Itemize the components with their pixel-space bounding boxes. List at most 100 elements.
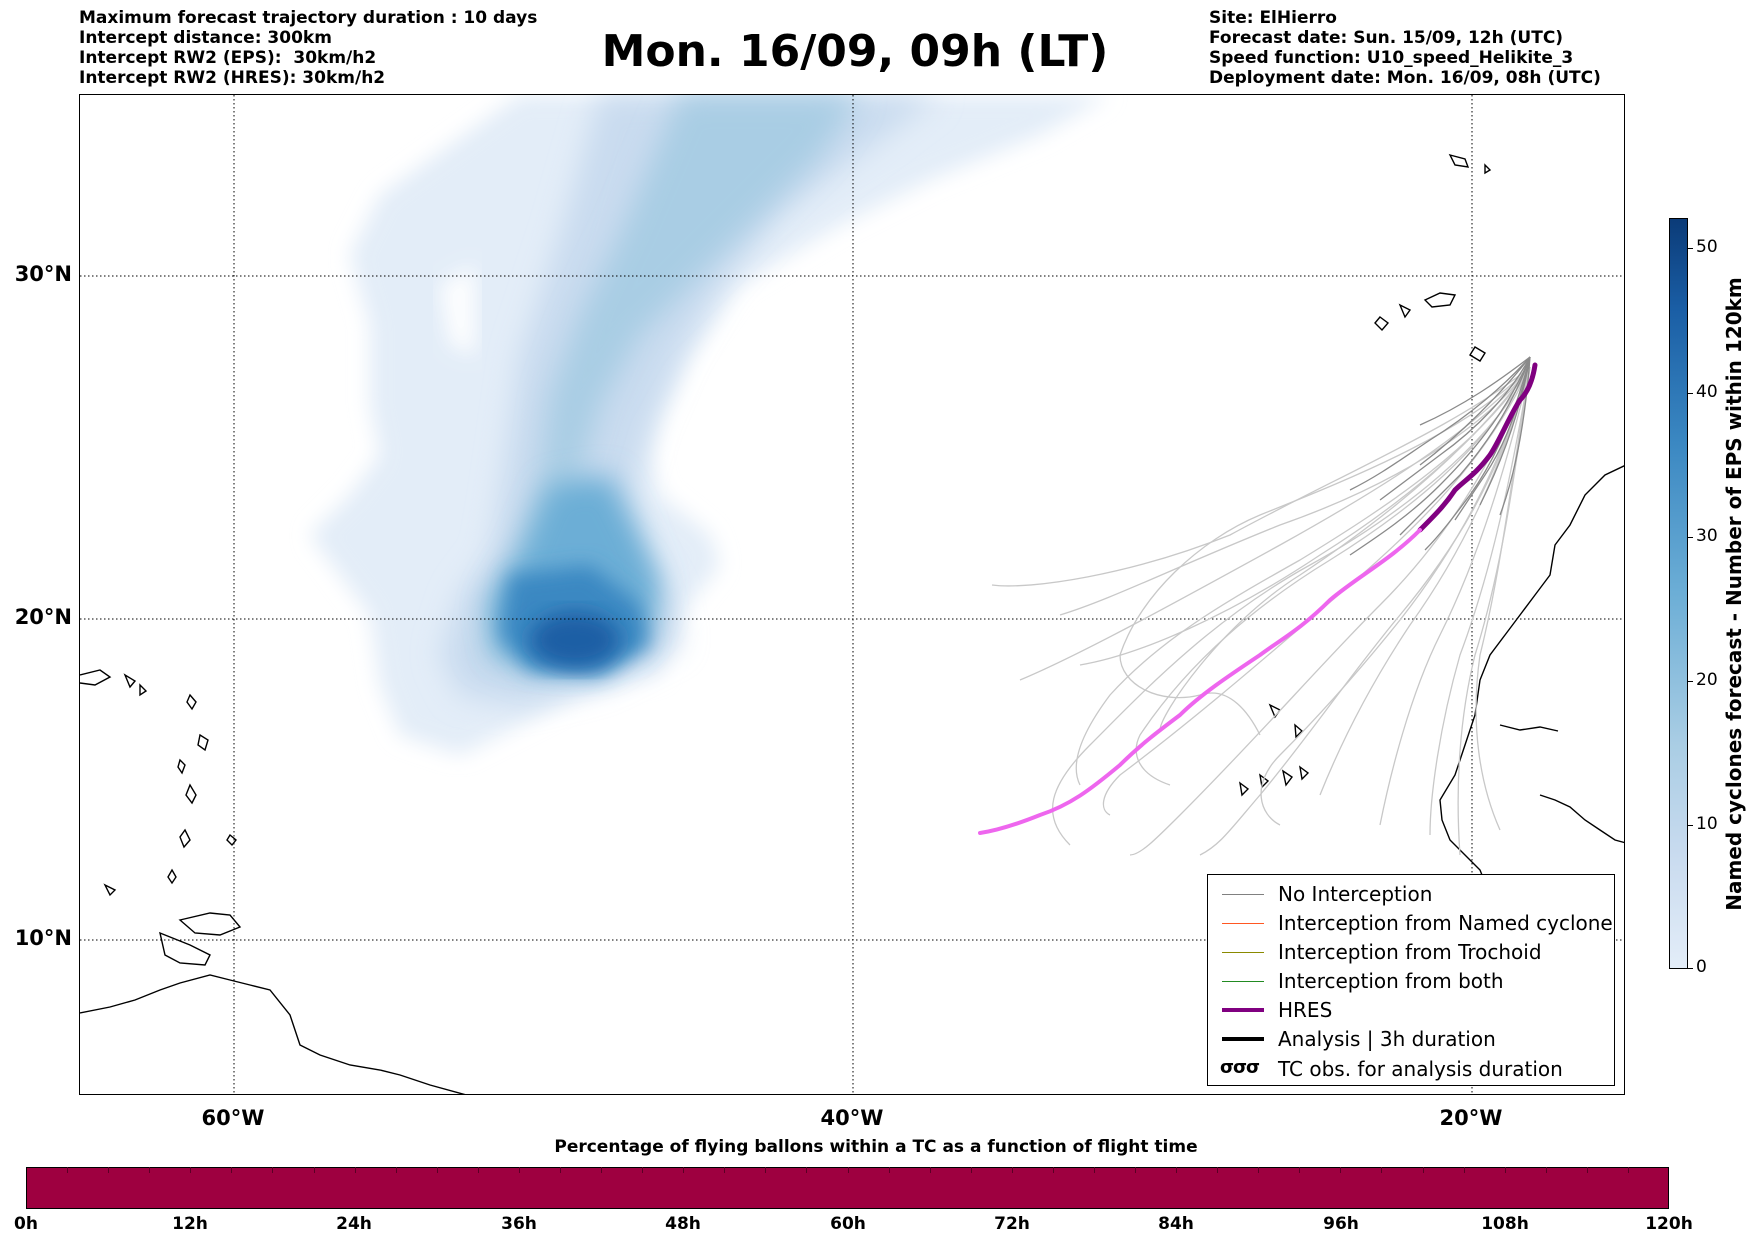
- header-intercept-hres: Intercept RW2 (HRES): 30km/h2: [79, 68, 386, 88]
- hres-trajectory: [978, 362, 1538, 835]
- header-intercept-distance: Intercept distance: 300km: [79, 28, 332, 48]
- colorbar-tick-0: 0: [1696, 957, 1707, 977]
- colorbar-tick-10: 10: [1696, 814, 1718, 834]
- timebar-minor-tick: [1258, 1167, 1260, 1173]
- header-forecast-date: Forecast date: Sun. 15/09, 12h (UTC): [1209, 28, 1564, 48]
- colorbar-tick-40: 40: [1696, 382, 1718, 402]
- timebar-minor-tick: [67, 1167, 69, 1173]
- timebar-minor-tick: [1586, 1167, 1588, 1173]
- timebar-title: Percentage of flying ballons within a TC…: [554, 1137, 1198, 1157]
- timebar-minor-tick: [1422, 1167, 1424, 1173]
- coast-west-africa-detail: [1539, 794, 1624, 844]
- timebar-minor-tick: [888, 1167, 890, 1173]
- timebar-minor-tick: [1299, 1167, 1301, 1173]
- coast-lesser-antilles-1: [186, 693, 197, 711]
- coast-venezuela-inlet: [159, 931, 211, 966]
- colorbar-tickmark: [1688, 825, 1693, 826]
- timebar-tick-36h: 36h: [501, 1214, 537, 1234]
- timebar-tick-24h: 24h: [336, 1214, 372, 1234]
- coast-grenada: [103, 883, 117, 897]
- density-colorbar: [1669, 218, 1688, 969]
- header-right-info: Site: ElHierro Forecast date: Sun. 15/09…: [1209, 8, 1601, 88]
- coast-gambia: [1499, 724, 1559, 732]
- timebar-minor-tick: [724, 1167, 726, 1173]
- timebar-tick-60h: 60h: [830, 1214, 866, 1234]
- legend-swatch-named-cyclone: [1222, 923, 1264, 924]
- timebar-minor-tick: [518, 1167, 520, 1173]
- density-hole-west: [440, 265, 475, 355]
- timebar-minor-tick: [1381, 1167, 1383, 1173]
- coast-south-america: [80, 974, 466, 1094]
- timebar-minor-tick: [1463, 1167, 1465, 1173]
- timebar-minor-tick: [395, 1167, 397, 1173]
- tc-obs-symbol-icon: σσσ: [1220, 1057, 1260, 1078]
- trajectory-bundle-dark: [1349, 356, 1531, 556]
- colorbar-tick-50: 50: [1696, 237, 1718, 257]
- legend-item-no-interception: No Interception: [1216, 881, 1608, 907]
- timebar-minor-tick: [765, 1167, 767, 1173]
- timebar: [26, 1167, 1669, 1209]
- page-title: Mon. 16/09, 09h (LT): [601, 26, 1109, 77]
- legend: No Interception Interception from Named …: [1207, 874, 1615, 1086]
- timebar-minor-tick: [601, 1167, 603, 1173]
- coast-lesser-antilles-5: [179, 828, 191, 849]
- lat-label-10N: 10°N: [14, 926, 72, 950]
- timebar-minor-tick: [929, 1167, 931, 1173]
- timebar-tick-12h: 12h: [172, 1214, 208, 1234]
- timebar-minor-tick: [1176, 1167, 1178, 1173]
- legend-swatch-trochoid: [1222, 952, 1264, 953]
- lon-label-60W: 60°W: [201, 1106, 265, 1130]
- legend-item-both: Interception from both: [1216, 968, 1608, 994]
- legend-label: HRES: [1278, 998, 1333, 1022]
- colorbar-tickmark: [1688, 681, 1693, 682]
- coast-lesser-antilles-2: [197, 733, 209, 752]
- density-hole-east: [795, 285, 840, 320]
- legend-item-hres: HRES: [1216, 997, 1608, 1023]
- colorbar-tickmark: [1688, 393, 1693, 394]
- timebar-tick-120h: 120h: [1645, 1214, 1693, 1234]
- legend-swatch-hres: [1222, 1008, 1264, 1012]
- coast-puerto-rico: [80, 669, 112, 686]
- hres-track-late: [978, 528, 1422, 835]
- coast-lesser-antilles-6: [167, 868, 177, 885]
- map-canvas[interactable]: [80, 95, 1625, 1095]
- timebar-minor-tick: [847, 1167, 849, 1173]
- timebar-tick-84h: 84h: [1158, 1214, 1194, 1234]
- legend-swatch-analysis: [1222, 1037, 1264, 1041]
- colorbar-label: Named cyclones forecast - Number of EPS …: [1722, 277, 1746, 911]
- timebar-minor-tick: [970, 1167, 972, 1173]
- density-peak: [530, 612, 620, 668]
- lat-label-30N: 30°N: [14, 262, 72, 286]
- lon-label-40W: 40°W: [820, 1106, 884, 1130]
- timebar-minor-tick: [436, 1167, 438, 1173]
- lon-label-20W: 20°W: [1439, 1106, 1503, 1130]
- timebar-minor-tick: [1340, 1167, 1342, 1173]
- colorbar-tick-20: 20: [1696, 670, 1718, 690]
- coast-trinidad: [178, 912, 242, 936]
- map-panel[interactable]: [79, 94, 1625, 1095]
- timebar-minor-tick: [477, 1167, 479, 1173]
- timebar-minor-tick: [559, 1167, 561, 1173]
- colorbar-tickmark: [1688, 537, 1693, 538]
- legend-label: Interception from both: [1278, 969, 1504, 993]
- header-site: Site: ElHierro: [1209, 8, 1337, 28]
- legend-swatch-both: [1222, 981, 1264, 982]
- legend-label: Interception from Named cyclone: [1278, 911, 1613, 935]
- coast-lesser-antilles-3: [177, 758, 186, 775]
- coast-barbados: [226, 833, 237, 847]
- timebar-minor-tick: [354, 1167, 356, 1173]
- timebar-minor-tick: [683, 1167, 685, 1173]
- colorbar-tickmark: [1688, 968, 1693, 969]
- coast-canaries: [1374, 292, 1486, 362]
- legend-label: Interception from Trochoid: [1278, 940, 1542, 964]
- legend-item-analysis: Analysis | 3h duration: [1216, 1026, 1608, 1052]
- lat-label-20N: 20°N: [14, 605, 72, 629]
- timebar-minor-tick: [272, 1167, 274, 1173]
- legend-label: TC obs. for analysis duration: [1278, 1057, 1563, 1081]
- legend-item-trochoid: Interception from Trochoid: [1216, 939, 1608, 965]
- timebar-tick-96h: 96h: [1323, 1214, 1359, 1234]
- timebar-tick-48h: 48h: [665, 1214, 701, 1234]
- timebar-minor-tick: [108, 1167, 110, 1173]
- timebar-minor-tick: [1627, 1167, 1629, 1173]
- timebar-minor-tick: [1217, 1167, 1219, 1173]
